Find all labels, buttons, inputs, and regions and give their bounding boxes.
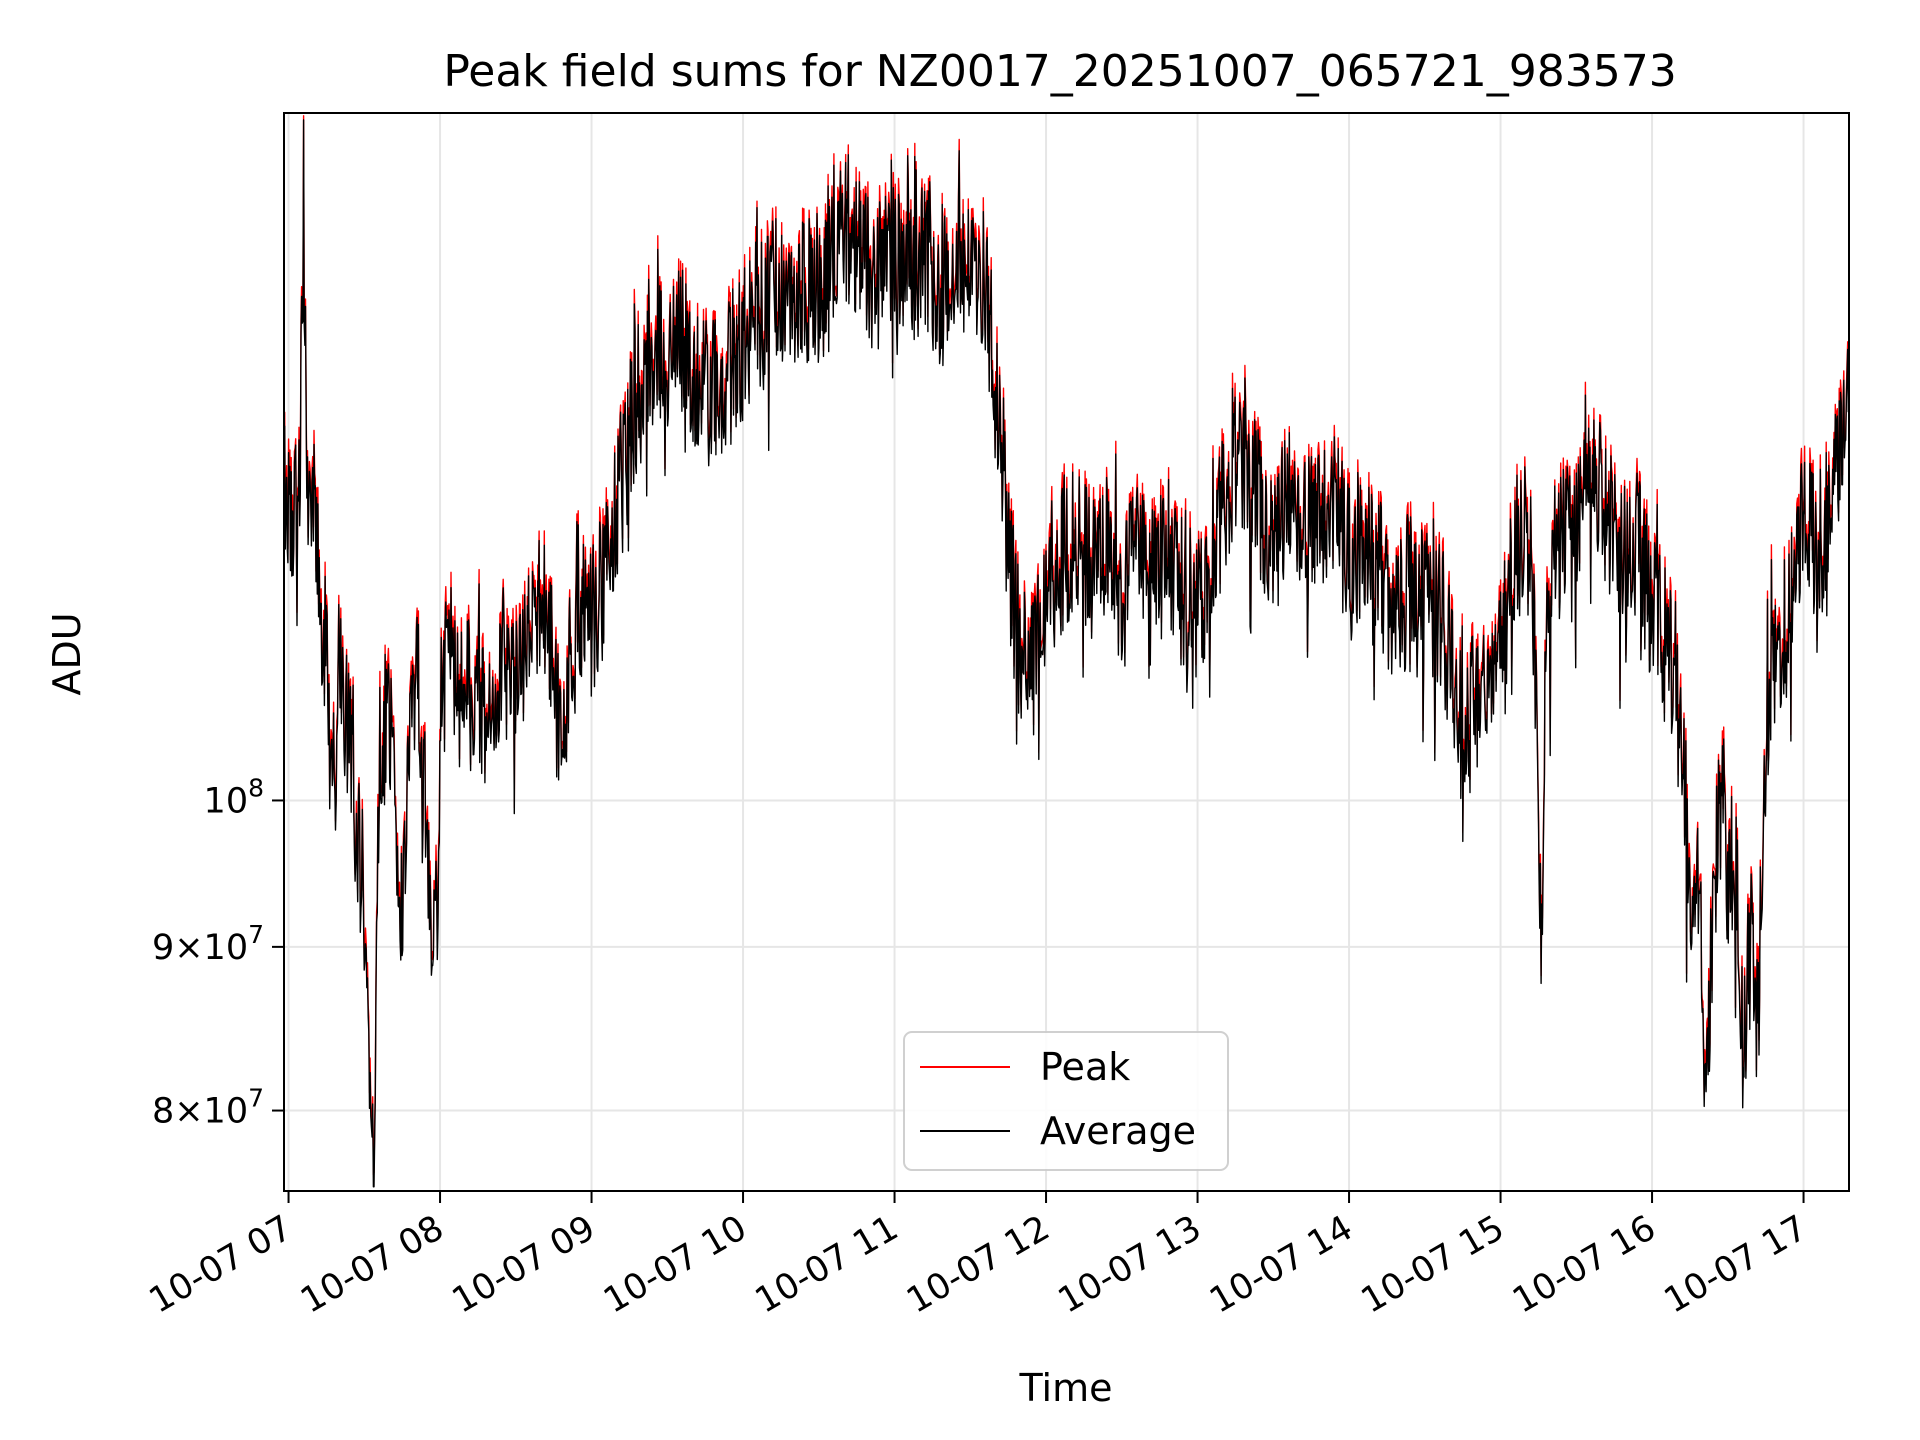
x-axis-label: Time (1019, 1366, 1113, 1410)
chart-title: Peak field sums for NZ0017_20251007_0657… (443, 46, 1676, 97)
series-group (283, 115, 1850, 1188)
y-tick-label: 108 (204, 773, 264, 821)
series-average-line (283, 119, 1850, 1188)
y-tick-label-part: 8 (152, 1092, 174, 1132)
y-tick-label-part: 7 (248, 920, 264, 949)
legend: Peak Average (903, 1031, 1229, 1171)
plot-area (283, 112, 1850, 1192)
y-tick-label-part: 10 (204, 928, 249, 968)
y-tick-label-part: 9 (152, 928, 174, 968)
y-tick-label-part: 10 (204, 781, 249, 821)
y-tick-label: 8×107 (152, 1084, 264, 1132)
y-tick-label: 9×107 (152, 920, 264, 968)
plot-frame (283, 112, 1850, 1192)
y-tick-label-part: 10 (204, 1092, 249, 1132)
y-tick-label-part: × (174, 928, 203, 968)
legend-average-label: Average (1040, 1109, 1196, 1153)
y-tick-label-part: 8 (248, 773, 264, 802)
y-tick-label-part: 7 (248, 1084, 264, 1113)
y-axis-label: ADU (45, 612, 89, 695)
legend-peak-label: Peak (1040, 1045, 1130, 1089)
y-tick-label-part: × (174, 1092, 203, 1132)
